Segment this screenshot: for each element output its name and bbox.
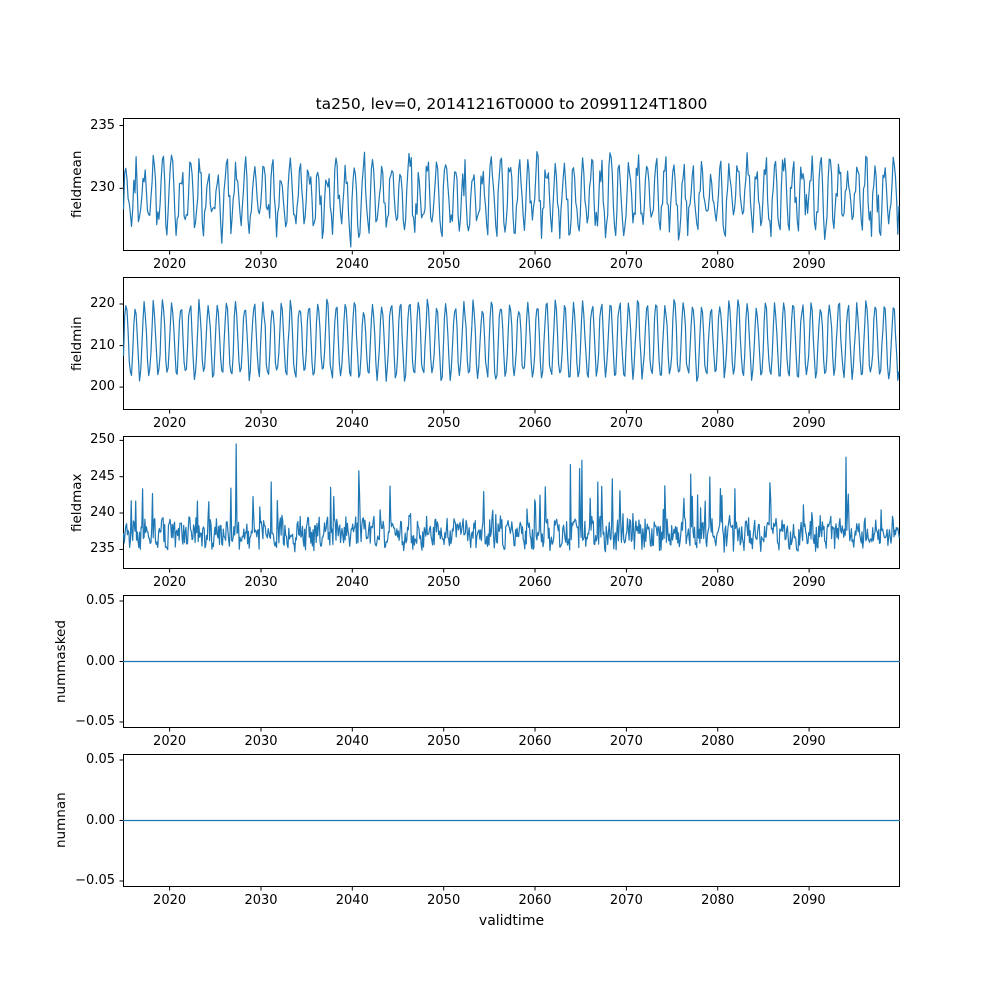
x-tick-label: 2050 xyxy=(427,416,461,431)
x-tick-label: 2060 xyxy=(518,734,552,749)
x-tick-label: 2020 xyxy=(153,734,187,749)
x-tick-label: 2080 xyxy=(701,257,735,272)
x-tick-label: 2060 xyxy=(518,416,552,431)
x-tick-label: 2090 xyxy=(792,257,826,272)
subplot-numnan: numnan 2020 2030 2040 2050 2060 2070 2080 2090 0… xyxy=(0,752,1000,908)
x-tick-label: 2030 xyxy=(244,734,278,749)
x-tick-label: 2030 xyxy=(244,257,278,272)
y-tick-label: 0.00 xyxy=(86,653,115,669)
plot-area-nummasked xyxy=(119,595,900,732)
subplot-fieldmax: fieldmax 2020 2030 2040 2050 2060 2070 2080 209… xyxy=(0,432,1000,590)
plot-area-fieldmean xyxy=(119,118,900,255)
x-tick-label: 2040 xyxy=(335,416,369,431)
x-tick-label: 2030 xyxy=(244,416,278,431)
x-tick-label: 2030 xyxy=(244,893,278,908)
x-tick-label: 2080 xyxy=(701,575,735,590)
x-tick-label: 2040 xyxy=(335,575,369,590)
figure-title: ta250, lev=0, 20141216T0000 to 20991124T… xyxy=(315,95,708,113)
y-tick-label: 240 xyxy=(90,505,115,520)
x-tick-label: 2020 xyxy=(153,575,187,590)
x-tick-label: 2080 xyxy=(701,734,735,749)
y-tick-label: 230 xyxy=(90,180,115,196)
x-tick-label: 2020 xyxy=(153,893,187,908)
plot-area-numnan xyxy=(119,754,900,891)
subplot-nummasked: nummasked 2020 2030 2040 2050 2060 2070 2080 20… xyxy=(0,593,1000,749)
x-tick-label: 2080 xyxy=(701,416,735,431)
y-tick-label: 220 xyxy=(90,296,115,311)
y-tick-label: 235 xyxy=(90,117,115,133)
x-tick-label: 2020 xyxy=(153,257,187,272)
x-tick-label: 2090 xyxy=(792,734,826,749)
y-tick-label: 0.00 xyxy=(86,812,115,828)
x-tick-label: 2030 xyxy=(244,575,278,590)
plot-area-fieldmin xyxy=(119,277,900,414)
x-tick-label: 2060 xyxy=(518,257,552,272)
x-tick-label: 2020 xyxy=(153,416,187,431)
x-tick-label: 2050 xyxy=(427,734,461,749)
subplot-fieldmean: fieldmean 2020 2030 2040 2050 2060 2070 2080 20… xyxy=(0,117,1000,272)
subplot-fieldmin: fieldmin 2020 2030 2040 2050 2060 2070 2080 209… xyxy=(0,277,1000,431)
x-tick-label: 2050 xyxy=(427,893,461,908)
y-tick-label: 210 xyxy=(90,337,115,353)
y-tick-label: −0.05 xyxy=(75,714,115,729)
x-axis-label: validtime xyxy=(478,913,545,929)
x-tick-label: 2050 xyxy=(427,575,461,590)
x-tick-label: 2090 xyxy=(792,575,826,590)
x-tick-label: 2060 xyxy=(518,575,552,590)
y-tick-label: 0.05 xyxy=(86,593,115,608)
x-tick-label: 2070 xyxy=(609,416,643,431)
x-tick-label: 2080 xyxy=(701,893,735,908)
x-tick-label: 2040 xyxy=(335,893,369,908)
y-tick-label: 200 xyxy=(90,379,115,395)
y-tick-label: 235 xyxy=(90,541,115,557)
y-tick-label: 245 xyxy=(90,468,115,484)
x-tick-label: 2060 xyxy=(518,893,552,908)
x-tick-label: 2090 xyxy=(792,893,826,908)
y-tick-label: 250 xyxy=(90,432,115,448)
y-tick-label: −0.05 xyxy=(75,873,115,888)
x-tick-label: 2070 xyxy=(609,734,643,749)
x-tick-label: 2070 xyxy=(609,893,643,908)
x-tick-label: 2070 xyxy=(609,257,643,272)
x-tick-label: 2040 xyxy=(335,257,369,272)
x-tick-label: 2050 xyxy=(427,257,461,272)
x-tick-label: 2040 xyxy=(335,734,369,749)
plot-area-fieldmax xyxy=(119,436,900,573)
y-tick-label: 0.05 xyxy=(86,752,115,767)
x-tick-label: 2070 xyxy=(609,575,643,590)
x-tick-label: 2090 xyxy=(792,416,826,431)
